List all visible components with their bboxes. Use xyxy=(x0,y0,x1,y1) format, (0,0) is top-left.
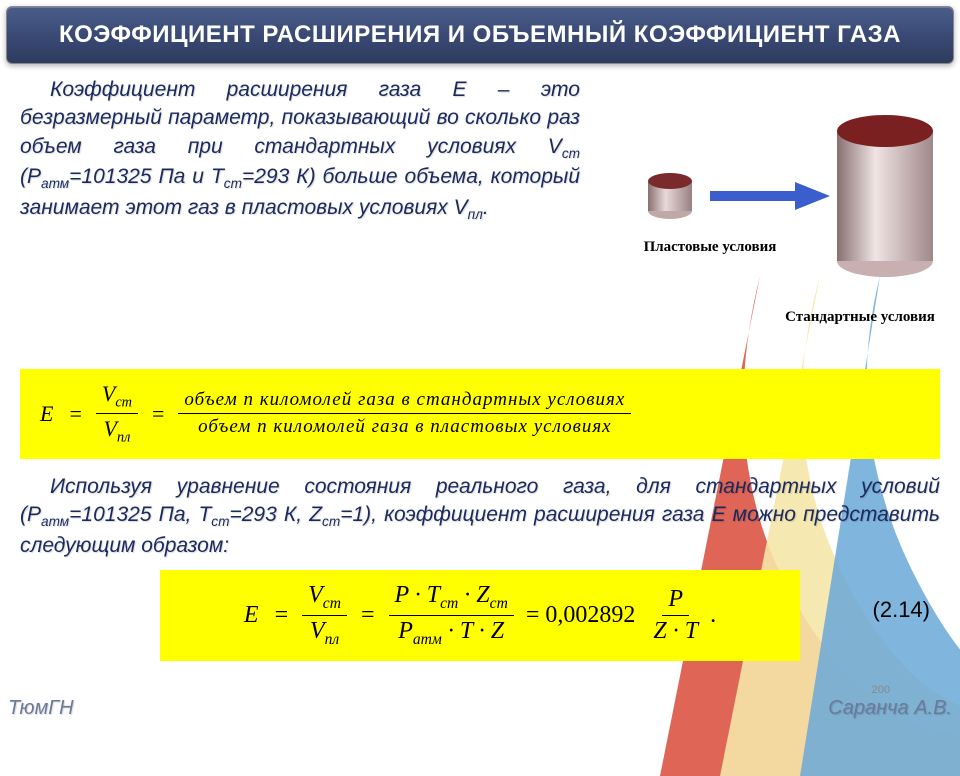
formula-expansion-ratio: E = Vст Vпл = объем n киломолей газа в с… xyxy=(20,369,940,459)
slide-header: КОЭФФИЦИЕНТ РАСШИРЕНИЯ И ОБЪЕМНЫЙ КОЭФФИ… xyxy=(6,6,954,64)
reservoir-label: Пластовые условия xyxy=(644,239,777,255)
large-cylinder-icon xyxy=(837,115,933,277)
explanation-paragraph: Используя уравнение состояния реального … xyxy=(20,473,940,560)
gas-expansion-diagram: Пластовые условия Стандартные условия xyxy=(600,76,940,351)
arrow-icon xyxy=(710,182,830,210)
equation-number: (2.14) xyxy=(873,597,930,623)
definition-paragraph: Коэффициент расширения газа Е – это безр… xyxy=(20,76,580,225)
formula-expansion-derived: E = Vст Vпл = P · Tст · Zст Pатм · T · Z… xyxy=(160,570,800,661)
standard-label: Стандартные условия xyxy=(785,309,935,325)
slide-title: КОЭФФИЦИЕНТ РАСШИРЕНИЯ И ОБЪЕМНЫЙ КОЭФФИ… xyxy=(17,21,943,49)
footer-institution: ТюмГН xyxy=(8,697,74,720)
footer-author: Саранча А.В. xyxy=(828,697,952,720)
small-cylinder-icon xyxy=(648,173,692,219)
page-number: 200 xyxy=(872,684,890,696)
